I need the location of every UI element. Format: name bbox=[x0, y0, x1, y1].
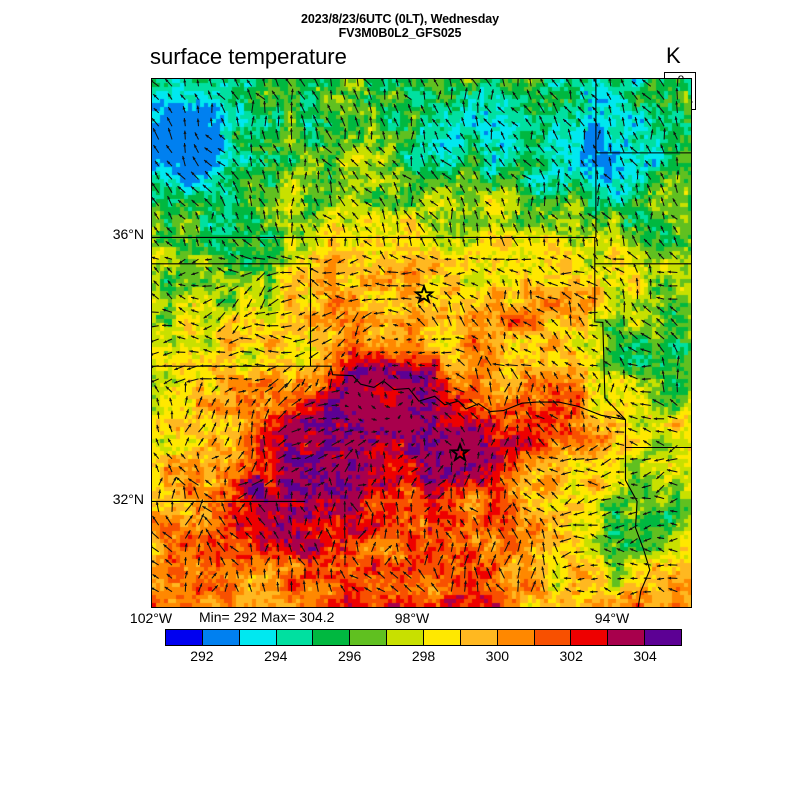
colorbar-segment bbox=[460, 630, 498, 645]
lat-label-1: 32°N bbox=[112, 491, 144, 507]
colorbar-tick: 292 bbox=[190, 648, 214, 664]
colorbar-segment bbox=[166, 630, 203, 645]
colorbar-segment bbox=[350, 630, 388, 645]
colorbar-tick-labels: 292 294 296 298 300 302 304 bbox=[165, 648, 682, 666]
temperature-heatmap bbox=[152, 79, 691, 607]
colorbar-tick: 294 bbox=[264, 648, 288, 664]
title-model-id: FV3M0B0L2_GFS025 bbox=[338, 26, 462, 40]
colorbar-segment bbox=[313, 630, 351, 645]
station-markers[interactable] bbox=[413, 283, 471, 463]
colorbar-tick: 296 bbox=[337, 648, 362, 664]
station-marker-star-icon[interactable] bbox=[413, 283, 435, 305]
page-title: surface temperature bbox=[150, 44, 347, 69]
unit-label: K bbox=[666, 43, 681, 68]
colorbar-tick: 298 bbox=[411, 648, 436, 664]
colorbar-segment bbox=[608, 630, 646, 645]
lon-label-1: 98°W bbox=[394, 610, 430, 626]
chart-title-block: 2023/8/23/6UTC (0LT), Wednesday FV3M0B0L… bbox=[0, 12, 800, 40]
colorbar-tick: 304 bbox=[633, 648, 657, 664]
colorbar-segment bbox=[276, 630, 314, 645]
station-marker-star-icon[interactable] bbox=[449, 441, 471, 463]
colorbar-segment bbox=[202, 630, 240, 645]
colorbar-tick: 302 bbox=[559, 648, 583, 664]
minmax-annotation: Min= 292 Max= 304.2 bbox=[199, 609, 335, 625]
colorbar-segment bbox=[571, 630, 609, 645]
colorbar[interactable] bbox=[165, 629, 682, 646]
map-plot-area[interactable] bbox=[151, 78, 692, 608]
lon-label-0: 102°W bbox=[129, 610, 173, 626]
colorbar-segment bbox=[424, 630, 461, 645]
lon-label-2: 94°W bbox=[594, 610, 630, 626]
map-overlay-layer bbox=[152, 79, 691, 607]
colorbar-tick: 300 bbox=[485, 648, 510, 664]
title-datetime: 2023/8/23/6UTC (0LT), Wednesday bbox=[301, 12, 499, 26]
colorbar-segment bbox=[497, 630, 535, 645]
lat-label-0: 36°N bbox=[112, 226, 144, 242]
state-boundaries bbox=[152, 79, 691, 607]
colorbar-segment bbox=[239, 630, 277, 645]
colorbar-segment bbox=[534, 630, 572, 645]
colorbar-segment bbox=[645, 630, 682, 645]
colorbar-segment bbox=[387, 630, 425, 645]
wind-vector-field bbox=[152, 79, 680, 596]
